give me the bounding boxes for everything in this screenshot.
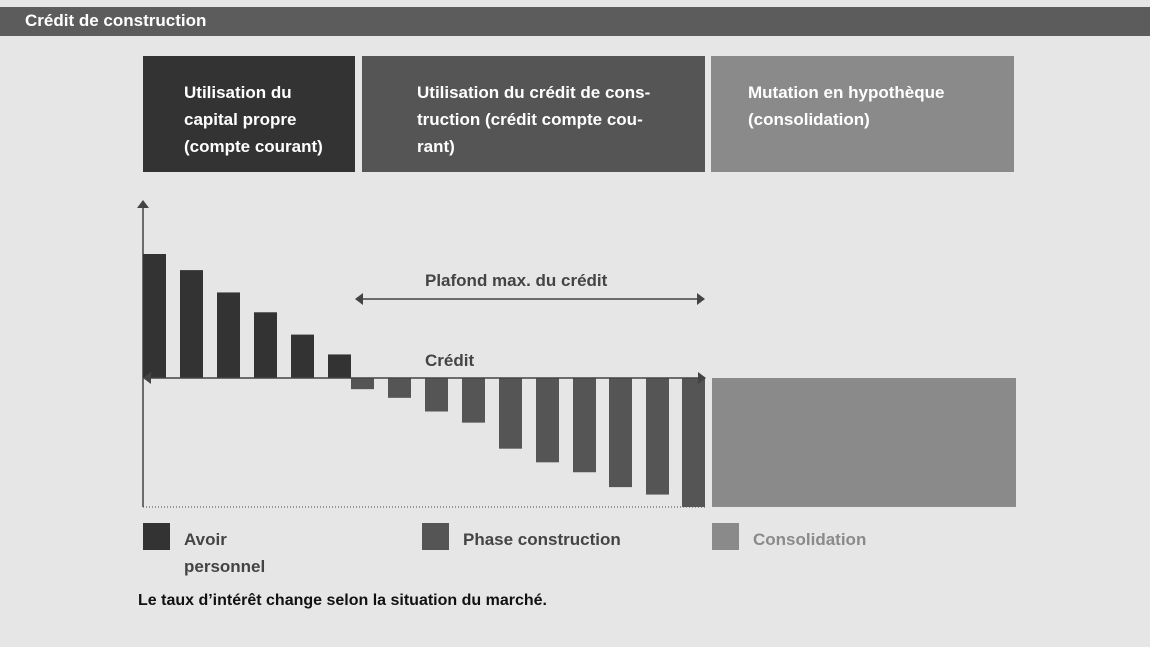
credit-arrow-right-icon bbox=[698, 372, 706, 384]
legend-label-consolidation: Consolidation bbox=[753, 530, 867, 549]
phase-box-own-capital: Utilisation du capital propre (compte co… bbox=[143, 56, 355, 172]
bars-group bbox=[143, 254, 1016, 507]
bar-personal-savings-4 bbox=[254, 312, 277, 378]
bar-personal-savings-6 bbox=[328, 354, 351, 378]
legend-label-construction-phase: Phase construction bbox=[463, 530, 621, 549]
ceiling-arrow-right-icon bbox=[697, 293, 705, 305]
legend-swatch-construction-phase bbox=[422, 523, 449, 550]
legend-swatch-consolidation bbox=[712, 523, 739, 550]
phase-box-mortgage: Mutation en hypothèque (consolidation) bbox=[711, 56, 1014, 172]
bar-construction-9 bbox=[646, 378, 669, 495]
phase-label-construction-credit: Utilisation du crédit de cons- truction … bbox=[417, 83, 651, 156]
phase-box-construction-credit: Utilisation du crédit de cons- truction … bbox=[362, 56, 705, 172]
credit-arrow-left-icon bbox=[143, 372, 151, 384]
phase-label-mortgage: Mutation en hypothèque (consolidation) bbox=[748, 83, 945, 129]
footnote: Le taux d’intérêt change selon la situat… bbox=[138, 592, 547, 609]
bar-personal-savings-2 bbox=[180, 270, 203, 378]
bar-personal-savings-3 bbox=[217, 292, 240, 378]
bar-construction-3 bbox=[425, 378, 448, 412]
bar-construction-5 bbox=[499, 378, 522, 449]
legend-label-personal-savings: Avoir personnel bbox=[184, 530, 266, 576]
bar-construction-7 bbox=[573, 378, 596, 473]
bar-consolidation-1 bbox=[712, 378, 1016, 507]
bar-construction-2 bbox=[388, 378, 411, 398]
bar-construction-8 bbox=[609, 378, 632, 488]
bar-construction-6 bbox=[536, 378, 559, 463]
page-title: Crédit de construction bbox=[25, 11, 207, 30]
ceiling-label: Plafond max. du crédit bbox=[425, 271, 608, 290]
bar-personal-savings-5 bbox=[291, 334, 314, 378]
bar-construction-4 bbox=[462, 378, 485, 423]
legend-swatch-personal-savings bbox=[143, 523, 170, 550]
bar-personal-savings-1 bbox=[143, 254, 166, 378]
bar-construction-1 bbox=[351, 378, 374, 390]
phase-label-own-capital: Utilisation du capital propre (compte co… bbox=[184, 83, 323, 156]
credit-label: Crédit bbox=[425, 351, 474, 370]
y-axis-arrow-icon bbox=[137, 200, 149, 208]
ceiling-arrow-left-icon bbox=[355, 293, 363, 305]
title-bar: Crédit de construction bbox=[0, 7, 1150, 36]
bar-construction-10 bbox=[682, 378, 705, 507]
